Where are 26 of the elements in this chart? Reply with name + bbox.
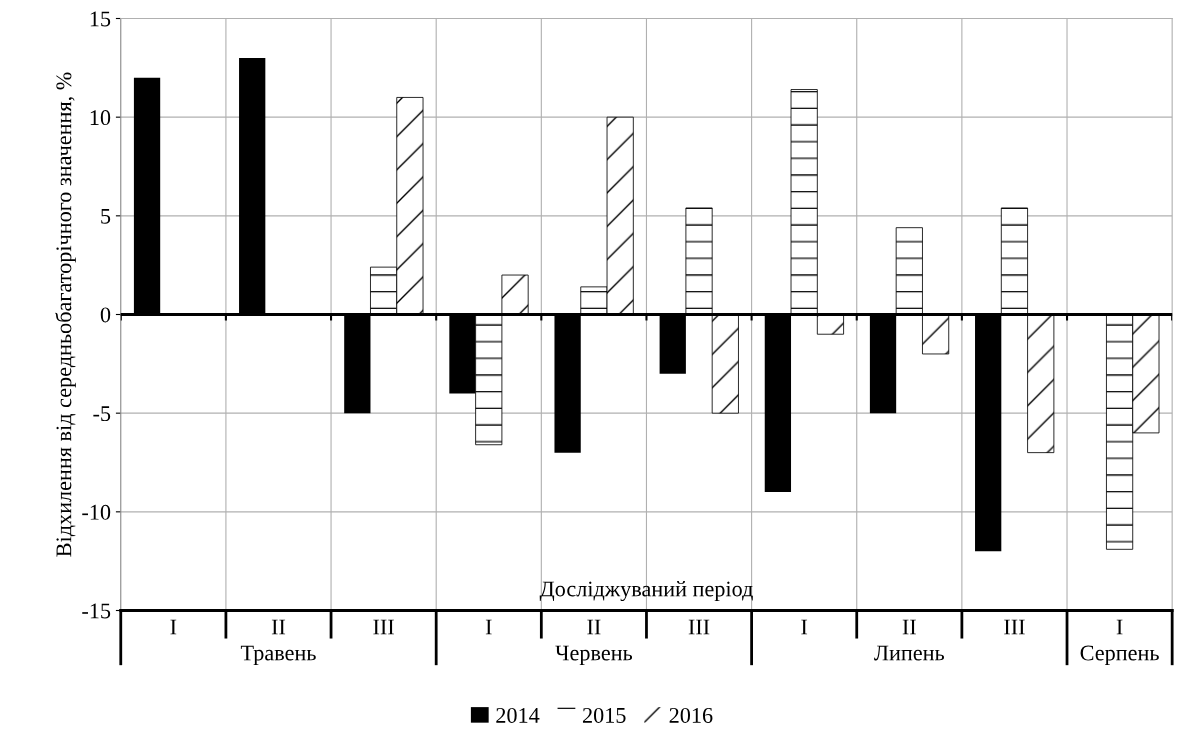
- text: Серпень: [1080, 645, 1159, 665]
- y-tick-label: 5: [101, 208, 111, 224]
- x-tick-label: II: [587, 619, 601, 635]
- text: Травень: [240, 645, 316, 665]
- y-tick-label: -10: [82, 504, 111, 520]
- x-tick-label: I: [801, 619, 808, 635]
- x-tick-label: III: [688, 619, 710, 635]
- x-tick-label: I: [485, 619, 492, 635]
- legend-label: 2015: [582, 707, 626, 723]
- legend-label: 2014: [496, 707, 540, 723]
- text: Червень: [555, 645, 633, 665]
- text: Липень: [874, 645, 945, 661]
- x-tick-label: II: [271, 619, 286, 635]
- y-tick-label: -5: [93, 406, 111, 422]
- x-axis-title: Досліджуваний період: [539, 581, 753, 602]
- x-tick-label: I: [170, 619, 177, 635]
- x-tick-label: III: [373, 619, 394, 635]
- y-tick-label: -15: [82, 603, 111, 619]
- legend-label: 2016: [669, 707, 713, 723]
- y-tick-label: 10: [90, 110, 111, 126]
- y-tick-label: 0: [100, 307, 111, 323]
- y-tick-label: 15: [90, 11, 111, 27]
- y-axis-title: Відхилення від середньобагаторічного значення, %: [55, 72, 76, 557]
- x-tick-label: III: [1004, 619, 1025, 635]
- x-tick-label: I: [1116, 619, 1123, 635]
- x-tick-label: II: [902, 619, 916, 635]
